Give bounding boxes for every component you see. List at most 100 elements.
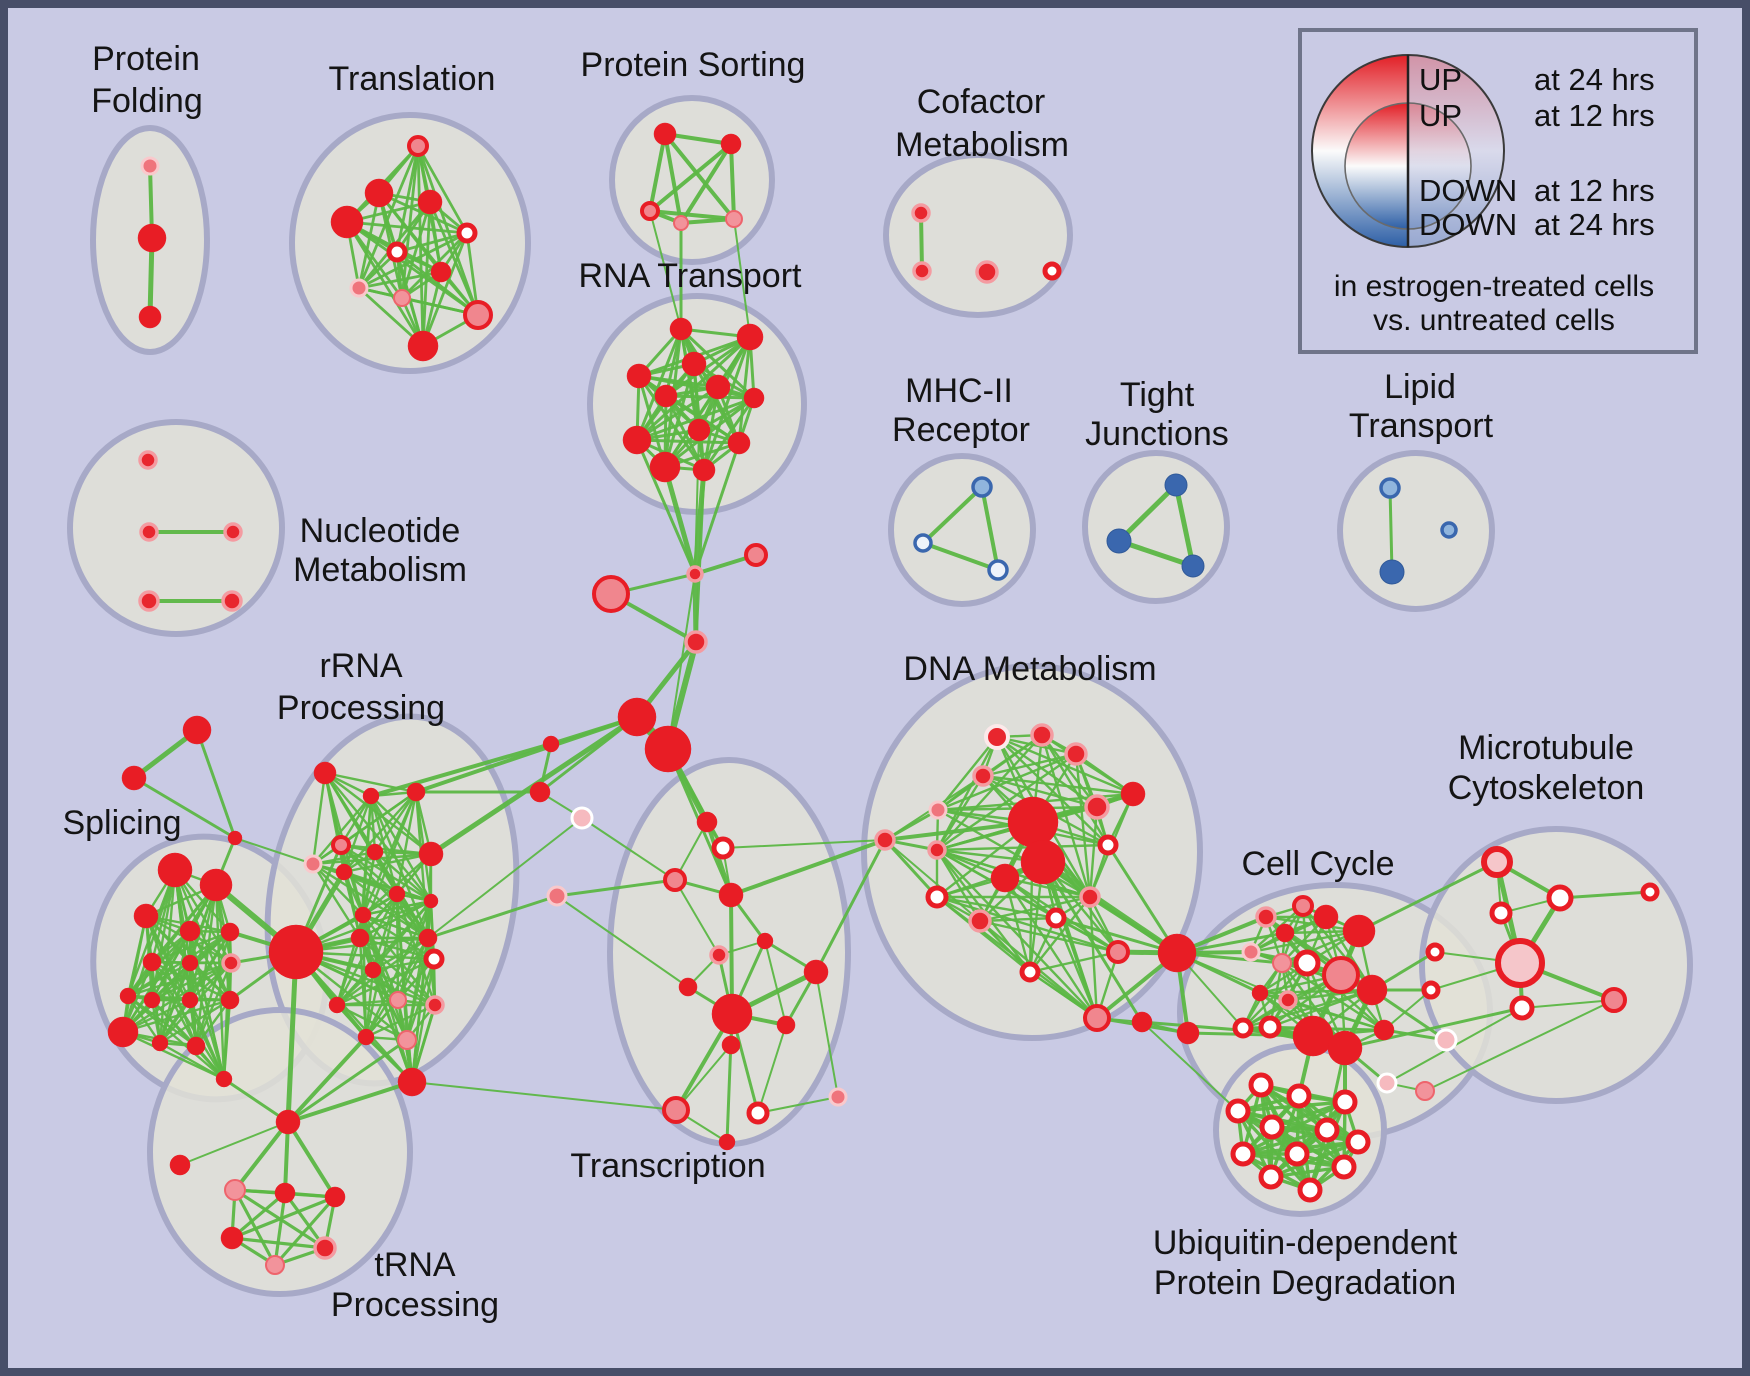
edge [230,1195,337,1240]
node-tc12 [662,1096,690,1124]
node-tc14 [828,1087,848,1107]
node-cc17 [1327,1030,1363,1066]
edge [884,839,981,922]
edge [635,335,752,442]
node-ub2 [1286,1083,1312,1109]
edge [357,270,443,290]
edge [364,899,433,1039]
cluster-label-tight-junctions-line2: Junctions [1085,415,1229,453]
cluster-label-rrna-processing-line2: Processing [277,689,445,727]
node-cc5 [1342,914,1376,948]
edge [234,837,314,865]
edge [1040,733,1110,847]
edge [995,735,1078,756]
edge [1140,1020,1315,1038]
node-pf1 [140,156,160,176]
node-hb1 [617,697,657,737]
node-tc1 [696,811,718,833]
node-pn2 [1376,1072,1398,1094]
node-hs4 [570,806,594,830]
edge [1054,916,1179,955]
node-dm11 [990,863,1020,893]
node-ub6 [1314,1117,1340,1143]
edge [637,374,706,472]
node-tn4 [274,1182,296,1204]
edge [427,817,583,939]
node-ub8 [1284,1141,1310,1167]
cluster-label-nucleotide-metabolism-line1: Nucleotide [300,512,461,550]
edge [428,200,480,317]
edge [396,899,433,1002]
node-mt7 [1601,987,1627,1013]
edge [126,994,162,1045]
edge [132,776,237,840]
cluster-label-transcription-line1: Transcription [570,1147,765,1185]
node-pn3 [1415,1081,1435,1101]
node-cc2 [1255,906,1277,928]
edge [1116,482,1179,544]
legend-time-1: at 24 hrs [1534,62,1655,97]
edge [663,132,683,225]
edge [335,936,430,1007]
node-dm3 [1064,742,1088,766]
node-pf3 [138,305,162,329]
node-dm2 [1030,723,1054,747]
node-dm21 [1083,1004,1111,1032]
node-cc8 [1272,953,1292,973]
node-sp11 [181,991,199,1009]
edge [357,144,420,290]
edge [555,878,677,898]
edge [1141,1021,1239,1112]
legend-direction-4: DOWN [1419,207,1517,242]
cluster-label-cofactor-metabolism-line2: Metabolism [895,126,1069,164]
node-rt3 [681,351,707,377]
node-dm6 [1084,794,1110,820]
node-cc16 [1292,1015,1334,1057]
edge [358,936,436,961]
node-mt8 [1509,995,1535,1021]
node-tn8 [265,1255,285,1275]
node-cc9 [1293,949,1321,977]
node-tn3 [224,1179,246,1201]
edge [663,362,696,469]
node-cf2 [912,261,932,281]
cluster-label-microtubule-cytoskeleton-line2: Cytoskeleton [1448,769,1645,807]
node-ub10 [1258,1164,1284,1190]
node-mh3 [987,559,1009,581]
node-dm15 [1045,907,1067,929]
legend-time-2: at 12 hrs [1534,98,1655,133]
node-mt2 [1546,884,1574,912]
node-sp10 [143,991,161,1009]
node-tl1 [407,135,429,157]
edge [667,573,696,750]
edge [222,998,232,1081]
node-dm10 [1020,839,1066,885]
legend-direction-3: DOWN [1419,173,1517,208]
edge [342,870,430,940]
node-mt9 [1640,882,1660,902]
edge [1040,733,1099,809]
legend: UP at 24 hrs UP at 12 hrs DOWN at 12 hrs DOWN a… [1298,28,1698,354]
node-cc6 [1275,923,1295,943]
node-dm9 [1007,796,1059,848]
edge [1268,988,1374,1029]
node-tl5 [456,222,478,244]
edge [635,438,697,576]
cluster-label-splicing-line1: Splicing [62,804,181,842]
node-nm3 [223,522,243,542]
edge [981,774,1099,809]
legend-wheel-inner-right [1408,103,1471,229]
edge [364,1003,437,1039]
edge [1173,482,1196,569]
node-rt1 [669,317,693,341]
edge [335,957,436,1007]
node-nm5 [221,590,243,612]
edge [411,1081,677,1111]
node-sp16 [215,1070,233,1088]
edge [725,1012,734,1144]
edge [737,335,752,445]
node-mt3 [1489,901,1513,925]
node-ps1 [653,122,677,146]
node-cc12 [1251,984,1269,1002]
